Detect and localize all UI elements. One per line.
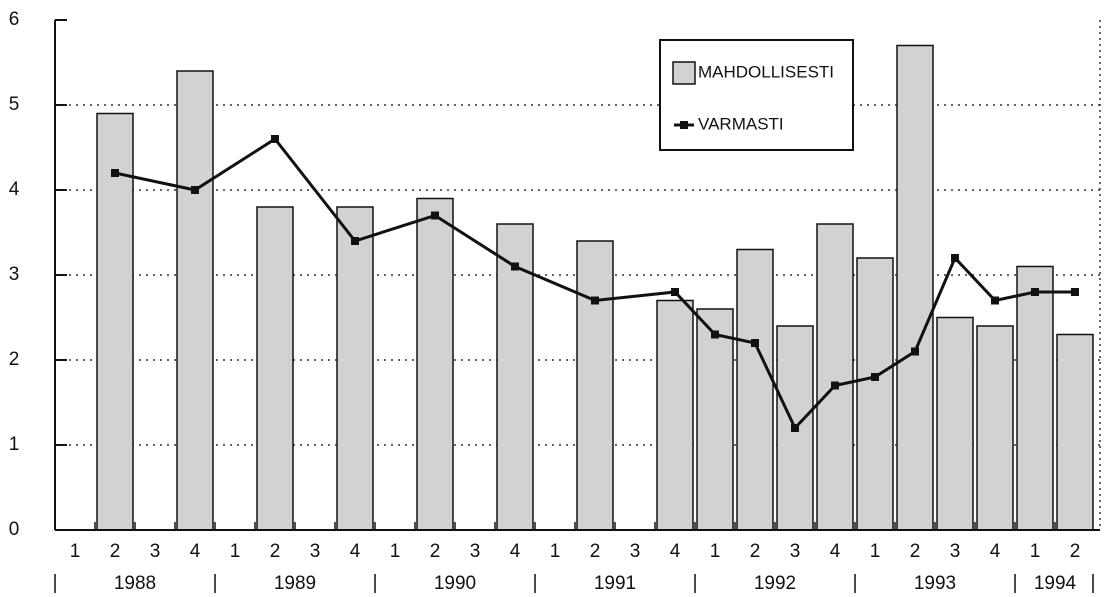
year-label: 1993 <box>914 573 956 594</box>
y-tick-label: 0 <box>9 519 20 540</box>
bar <box>976 325 1014 531</box>
bar <box>496 223 534 531</box>
x-tick-label: 4 <box>190 541 201 562</box>
line-marker <box>191 186 199 194</box>
x-tick-label: 4 <box>830 541 841 562</box>
y-tick-label: 2 <box>9 349 20 370</box>
year-label: 1988 <box>114 573 156 594</box>
bar <box>856 257 894 531</box>
bar <box>416 197 454 531</box>
line <box>114 137 1075 431</box>
x-tick-label: 2 <box>270 541 281 562</box>
x-tick-label: 2 <box>750 541 761 562</box>
line-marker <box>511 262 519 271</box>
x-tick-label: 1 <box>70 541 81 562</box>
x-tick-label: 1 <box>870 541 881 562</box>
x-tick-label: 4 <box>350 541 361 562</box>
year-label: 1990 <box>434 573 476 594</box>
line-marker <box>831 381 839 390</box>
axes: 0 1 2 3 4 5 6 1 2 3 4 1 2 3 4 1 2 3 4 1 2 3 4 1 2 3 4 1 2 3 4 1 2 1988 198… <box>9 9 1101 594</box>
line-marker <box>1031 288 1039 296</box>
y-tick-label: 6 <box>9 9 20 30</box>
bar <box>1016 265 1054 531</box>
legend-swatch <box>672 61 696 85</box>
marks <box>96 44 1094 531</box>
line-marker <box>791 424 799 432</box>
x-tick-label: 2 <box>910 541 921 562</box>
bar <box>896 44 934 531</box>
year-label: 1989 <box>274 573 316 594</box>
x-tick-label: 2 <box>590 541 601 562</box>
line-marker <box>431 211 439 220</box>
x-tick-label: 2 <box>430 541 441 562</box>
x-tick-label: 3 <box>790 541 801 562</box>
x-tick-label: 1 <box>390 541 401 562</box>
bar <box>816 223 854 531</box>
legend-box <box>659 39 854 151</box>
x-tick-label: 3 <box>310 541 321 562</box>
y-tick-label: 5 <box>9 94 20 115</box>
bar <box>656 299 694 531</box>
bar <box>576 240 614 531</box>
line-marker <box>751 339 759 347</box>
bar <box>176 70 214 531</box>
line-marker <box>671 288 679 296</box>
x-tick-label: 4 <box>990 541 1001 562</box>
line-marker <box>111 169 119 177</box>
x-tick-label: 1 <box>230 541 241 562</box>
x-tick-label: 2 <box>1070 541 1081 562</box>
line-marker <box>911 347 919 356</box>
year-label: 1992 <box>754 573 796 594</box>
x-tick-label: 2 <box>110 541 121 562</box>
line-marker <box>711 330 719 339</box>
bar <box>696 308 734 531</box>
bar <box>256 206 294 531</box>
legend-label: MAHDOLLISESTI <box>698 62 834 81</box>
x-tick-label: 3 <box>630 541 641 562</box>
bar <box>1056 333 1094 531</box>
line-marker <box>591 296 599 305</box>
x-tick-label: 4 <box>670 541 681 562</box>
x-tick-label: 1 <box>1030 541 1041 562</box>
line-marker <box>1071 288 1079 296</box>
line-marker <box>271 135 279 143</box>
x-tick-label: 3 <box>470 541 481 562</box>
bar <box>736 248 774 531</box>
x-tick-label: 4 <box>510 541 521 562</box>
x-tick-label: 3 <box>950 541 961 562</box>
year-label: 1991 <box>594 573 636 594</box>
line-marker <box>351 237 359 245</box>
legend-label: VARMASTI <box>698 114 784 133</box>
line-marker <box>871 373 879 381</box>
x-tick-label: 1 <box>550 541 561 562</box>
y-tick-label: 3 <box>9 264 20 285</box>
year-label: 1994 <box>1034 573 1077 594</box>
bar <box>336 206 374 531</box>
line-marker <box>951 254 959 262</box>
legend: MAHDOLLISESTI VARMASTI <box>659 39 854 151</box>
legend-swatch <box>680 121 688 129</box>
line-marker <box>991 296 999 305</box>
bar <box>96 112 134 531</box>
x-tick-label: 3 <box>150 541 161 562</box>
x-tick-label: 1 <box>710 541 721 562</box>
y-tick-label: 1 <box>9 434 20 455</box>
y-tick-label: 4 <box>9 179 20 200</box>
bar <box>936 316 974 531</box>
